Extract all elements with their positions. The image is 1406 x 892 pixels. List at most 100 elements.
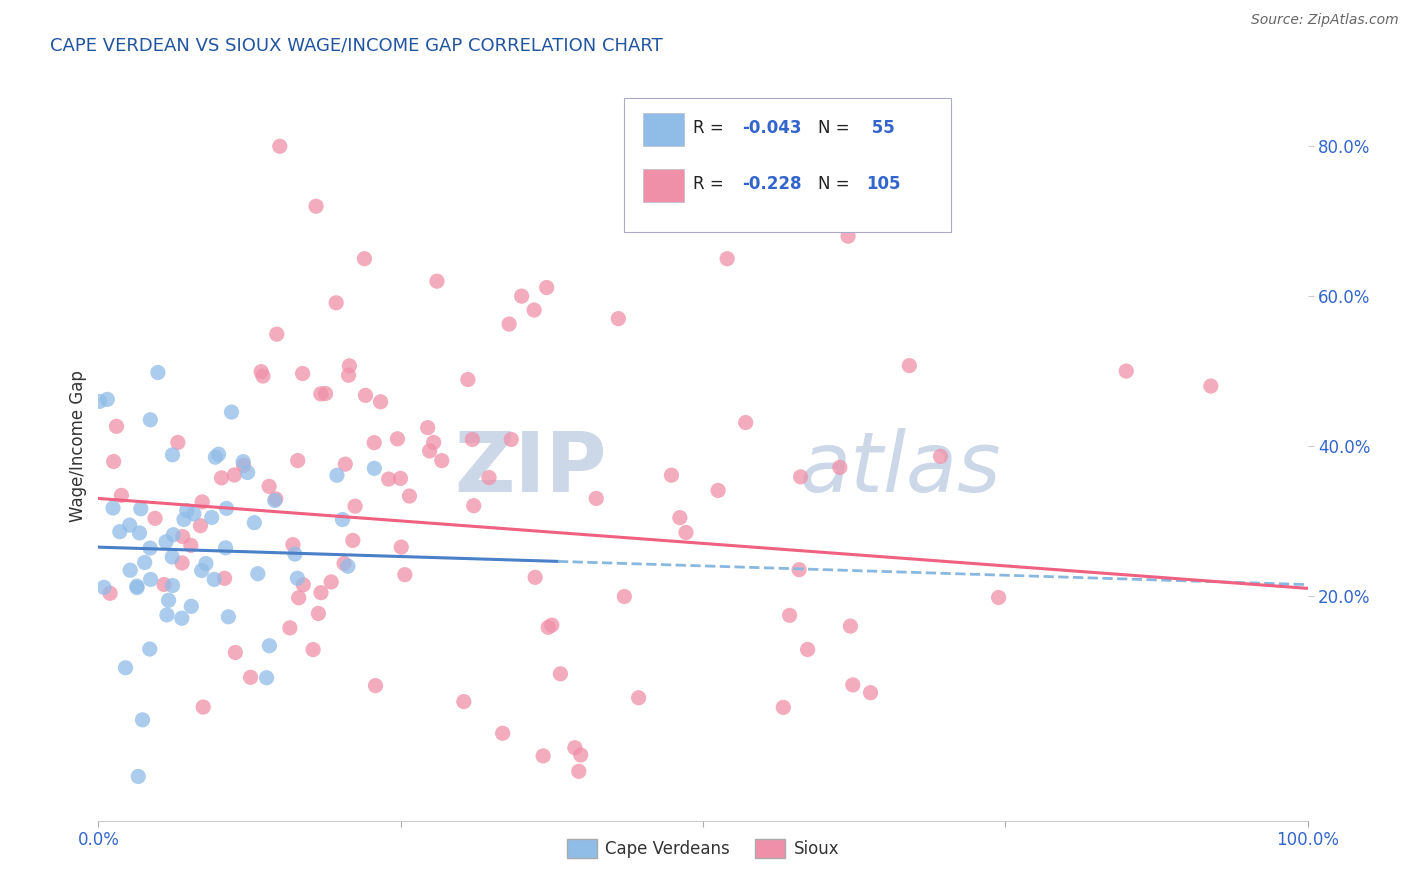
FancyBboxPatch shape bbox=[643, 112, 683, 145]
Point bbox=[215, 501, 238, 516]
Point bbox=[292, 578, 315, 592]
Point bbox=[675, 525, 697, 540]
Point bbox=[859, 686, 882, 700]
Point bbox=[564, 740, 586, 755]
Point bbox=[478, 470, 501, 484]
Point bbox=[155, 534, 177, 549]
Point bbox=[239, 670, 262, 684]
Point bbox=[266, 327, 288, 342]
Point bbox=[224, 645, 246, 659]
Point bbox=[463, 499, 485, 513]
Point bbox=[426, 274, 449, 288]
Point bbox=[416, 420, 439, 434]
Point bbox=[315, 386, 337, 401]
Point bbox=[354, 388, 377, 402]
Point bbox=[172, 530, 194, 544]
Point bbox=[837, 229, 859, 244]
FancyBboxPatch shape bbox=[643, 169, 683, 202]
Text: Source: ZipAtlas.com: Source: ZipAtlas.com bbox=[1251, 13, 1399, 28]
Point bbox=[398, 489, 420, 503]
Point bbox=[89, 394, 111, 409]
Point bbox=[501, 433, 523, 447]
Point bbox=[325, 295, 347, 310]
Text: 55: 55 bbox=[866, 119, 896, 136]
Point bbox=[284, 547, 307, 561]
Text: R =: R = bbox=[693, 175, 730, 193]
Point bbox=[264, 491, 287, 506]
Point bbox=[287, 571, 309, 585]
Legend: Cape Verdeans, Sioux: Cape Verdeans, Sioux bbox=[561, 832, 845, 864]
Point bbox=[302, 642, 325, 657]
Point bbox=[363, 461, 385, 475]
Point bbox=[221, 405, 243, 419]
Point bbox=[585, 491, 607, 506]
Point bbox=[787, 563, 810, 577]
Point bbox=[243, 516, 266, 530]
Point bbox=[114, 661, 136, 675]
Point bbox=[291, 367, 314, 381]
Point bbox=[523, 303, 546, 318]
Point bbox=[194, 557, 217, 571]
Point bbox=[139, 642, 162, 657]
Point bbox=[170, 556, 193, 570]
Point bbox=[269, 139, 291, 153]
Point bbox=[370, 394, 392, 409]
Point bbox=[394, 567, 416, 582]
Point bbox=[252, 369, 274, 384]
Point bbox=[257, 479, 280, 493]
Point bbox=[339, 359, 361, 373]
Point bbox=[363, 435, 385, 450]
Y-axis label: Wage/Income Gap: Wage/Income Gap bbox=[69, 370, 87, 522]
Point bbox=[419, 444, 441, 458]
Point bbox=[1199, 379, 1222, 393]
Point bbox=[537, 620, 560, 634]
Point bbox=[125, 579, 148, 593]
FancyBboxPatch shape bbox=[624, 97, 950, 233]
Point bbox=[125, 581, 148, 595]
Point bbox=[110, 488, 132, 502]
Point bbox=[309, 585, 332, 599]
Point bbox=[214, 541, 236, 555]
Point bbox=[153, 577, 176, 591]
Point bbox=[498, 317, 520, 331]
Point bbox=[568, 764, 591, 779]
Point bbox=[120, 563, 142, 577]
Point bbox=[193, 700, 215, 714]
Point bbox=[134, 556, 156, 570]
Text: CAPE VERDEAN VS SIOUX WAGE/INCOME GAP CORRELATION CHART: CAPE VERDEAN VS SIOUX WAGE/INCOME GAP CO… bbox=[51, 37, 662, 54]
Point bbox=[430, 453, 453, 467]
Point bbox=[183, 507, 205, 521]
Point bbox=[157, 593, 180, 607]
Point bbox=[246, 566, 269, 581]
Point bbox=[1115, 364, 1137, 378]
Point bbox=[613, 590, 636, 604]
Point bbox=[461, 433, 484, 447]
Point bbox=[377, 472, 399, 486]
Point bbox=[344, 499, 367, 513]
Point bbox=[128, 525, 150, 540]
Point bbox=[336, 559, 359, 574]
Point bbox=[335, 457, 357, 471]
Point bbox=[139, 541, 162, 555]
Point bbox=[129, 501, 152, 516]
Point bbox=[127, 769, 149, 783]
Point bbox=[828, 460, 851, 475]
Point bbox=[607, 311, 630, 326]
Point bbox=[387, 432, 409, 446]
Text: atlas: atlas bbox=[800, 428, 1001, 509]
Point bbox=[214, 571, 236, 585]
Point bbox=[457, 372, 479, 386]
Point bbox=[569, 747, 592, 762]
Point bbox=[321, 574, 343, 589]
Point bbox=[101, 501, 124, 516]
Point bbox=[105, 419, 128, 434]
Point bbox=[278, 621, 301, 635]
Point bbox=[309, 387, 332, 401]
Point bbox=[337, 368, 360, 383]
Point bbox=[342, 533, 364, 548]
Point bbox=[661, 468, 683, 483]
Point bbox=[550, 666, 572, 681]
Point bbox=[422, 435, 444, 450]
Point bbox=[166, 435, 188, 450]
Point bbox=[162, 527, 184, 541]
